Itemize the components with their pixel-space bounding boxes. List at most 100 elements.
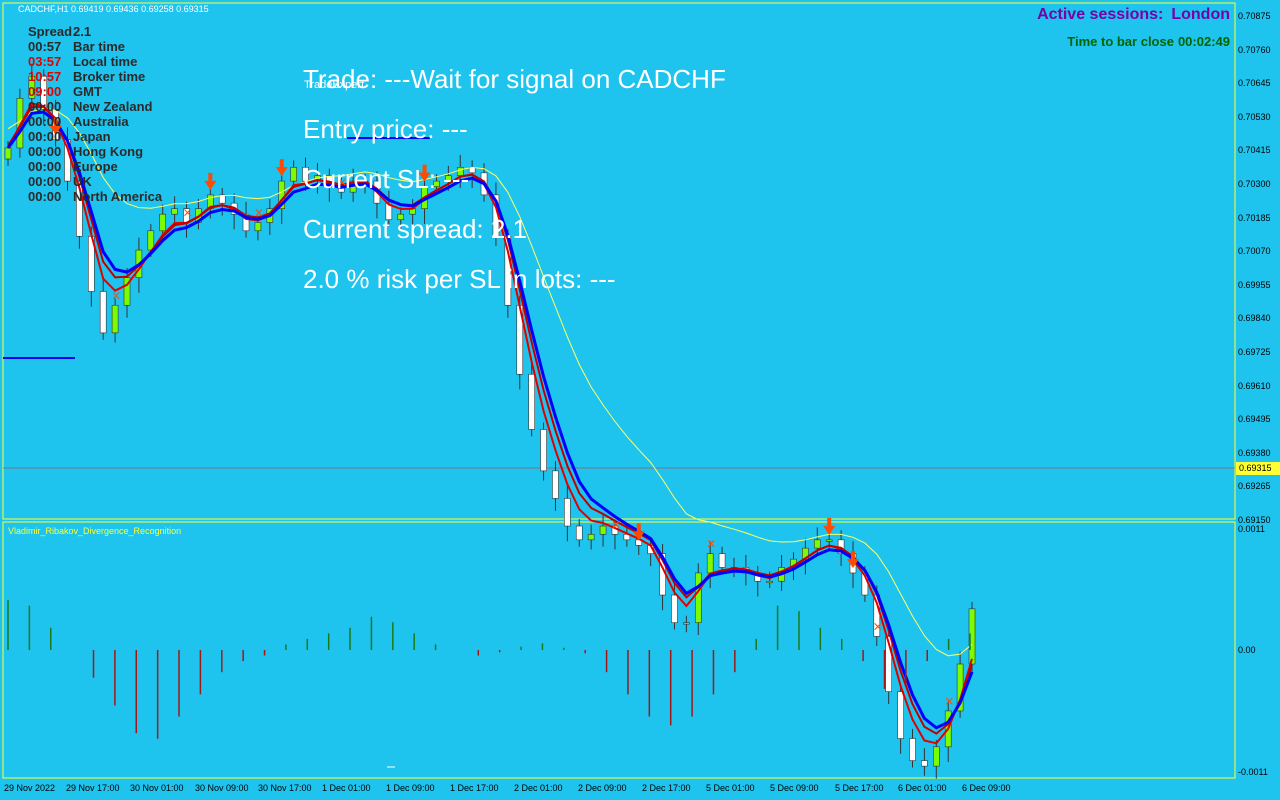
clock-row: 10:57 Broker time	[28, 69, 162, 84]
time-axis-label: 5 Dec 09:00	[770, 783, 819, 793]
candle-body	[564, 498, 571, 527]
price-axis-label: 0.70530	[1238, 111, 1271, 122]
clock-time: 00:00	[28, 114, 62, 129]
bar-close-label: Time to bar close	[1067, 34, 1174, 49]
price-axis-label: 0.70645	[1238, 78, 1271, 89]
indicator-axis-zero: 0.00	[1238, 645, 1256, 655]
clock-time: 00:00	[28, 159, 62, 174]
candle-body	[813, 539, 821, 549]
clock-row: 00:00 Hong Kong	[28, 144, 162, 159]
candle-body	[445, 175, 452, 182]
time-axis-label: 1 Dec 09:00	[386, 783, 435, 793]
clock-time: 00:00	[28, 144, 62, 159]
clock-zone: North America	[73, 189, 163, 204]
price-axis-label: 0.70875	[1238, 11, 1271, 21]
cross-signal-icon: ×	[111, 288, 121, 302]
candle-body	[552, 470, 559, 499]
candle-body	[171, 208, 178, 215]
time-axis-label: 5 Dec 17:00	[835, 783, 884, 793]
sell-arrow-icon	[204, 172, 217, 190]
time-axis-label: 6 Dec 09:00	[962, 783, 1011, 793]
ma-blue-line	[6, 110, 974, 730]
time-axis-label: 2 Dec 09:00	[578, 783, 627, 793]
time-axis-label: 5 Dec 01:00	[706, 783, 755, 793]
clock-row: 00:00 Australia	[28, 114, 162, 129]
time-axis-label: 1 Dec 01:00	[322, 783, 371, 793]
clock-time: 03:57	[28, 54, 62, 69]
sell-arrow-icon	[632, 523, 645, 541]
bar-close-timer: Time to bar close 00:02:49	[1067, 34, 1230, 49]
price-axis-label: 0.69150	[1238, 515, 1271, 525]
clock-zone: Broker time	[73, 69, 146, 84]
time-axis-label: 2 Dec 17:00	[642, 783, 691, 793]
clock-zone: Australia	[73, 114, 129, 129]
clock-time: 00:57	[28, 39, 62, 54]
candle-body	[575, 525, 583, 541]
clock-row: 00:00 UK	[28, 174, 162, 189]
candle-body	[4, 147, 12, 160]
candle-body	[671, 594, 678, 623]
cross-signal-icon: ×	[254, 205, 264, 219]
cross-signal-icon: ×	[944, 694, 954, 708]
indicator-axis-max: 0.0011	[1238, 524, 1265, 534]
candle-body	[706, 553, 714, 574]
clock-time: 09:00	[28, 84, 62, 99]
clock-time: 10:57	[28, 69, 62, 84]
candle-body	[718, 553, 726, 568]
price-axis-label: 0.70760	[1238, 44, 1271, 55]
current-price-tag: 0.69315	[1236, 462, 1280, 475]
candle-body	[76, 180, 83, 237]
price-axis-label: 0.70300	[1238, 179, 1271, 189]
time-axis-label: 2 Dec 01:00	[514, 783, 563, 793]
candle-body	[159, 213, 167, 232]
candle-body	[99, 291, 107, 334]
cross-signal-icon: ×	[611, 517, 621, 531]
price-axis-label: 0.69610	[1238, 380, 1271, 391]
candle-body	[242, 213, 250, 232]
time-axis-label: 30 Nov 17:00	[258, 783, 312, 793]
active-sessions-label: Active sessions:	[1037, 6, 1164, 23]
indicator-name: Vladimir_Ribakov_Divergence_Recognition	[8, 526, 182, 536]
sell-arrow-icon	[49, 117, 62, 135]
clock-zone: New Zealand	[73, 99, 153, 114]
signals-group: × × × × × × × ×	[49, 117, 954, 708]
time-axis-label: 6 Dec 01:00	[898, 783, 947, 793]
time-axis-label: 1 Dec 17:00	[450, 783, 499, 793]
candle-body	[528, 373, 535, 430]
trade-panel: Trade: ---Wait for signal on CADCHF Entr…	[303, 54, 726, 304]
clock-row: 00:00 Japan	[28, 129, 162, 144]
sell-arrow-icon	[823, 517, 836, 535]
candle-body	[909, 738, 916, 761]
time-axis-label: 30 Nov 01:00	[130, 783, 184, 793]
time-axis-label: 29 Nov 2022	[4, 783, 56, 793]
sell-arrow-icon	[275, 159, 288, 177]
clock-row: 00:00 Europe	[28, 159, 162, 174]
candle-body	[766, 580, 773, 584]
candle-body	[40, 75, 48, 110]
candle-body	[254, 222, 262, 232]
clock-zone: Europe	[73, 159, 118, 174]
cross-signal-icon: ×	[183, 205, 193, 219]
clock-row: 00:00 New Zealand	[28, 99, 162, 114]
sell-arrow-icon	[846, 550, 859, 568]
price-axis-label: 0.70185	[1238, 212, 1271, 223]
sell-arrow-icon	[418, 164, 431, 182]
trade-status: Trade: ---Wait for signal on CADCHF	[303, 64, 726, 94]
spread-row: Spread2.1	[28, 24, 162, 39]
candle-body	[302, 166, 309, 182]
price-axis-label: 0.69265	[1238, 481, 1271, 492]
clock-zone: UK	[73, 174, 92, 189]
price-axis-label: 0.69380	[1238, 447, 1271, 458]
candle-body	[683, 622, 690, 625]
symbol-header: CADCHF,H1 0.69419 0.69436 0.69258 0.6931…	[18, 4, 209, 14]
clock-zone: Japan	[73, 129, 111, 144]
clock-row: 00:57 Bar time	[28, 39, 162, 54]
expert-name: TradeExpert	[304, 79, 365, 91]
candle-body	[587, 534, 595, 541]
spread-label: Spread	[28, 24, 73, 39]
current-sl: Current SL: ---	[303, 164, 470, 194]
clock-zone: GMT	[73, 84, 102, 99]
candle-body	[397, 213, 405, 221]
candle-body	[825, 539, 833, 542]
